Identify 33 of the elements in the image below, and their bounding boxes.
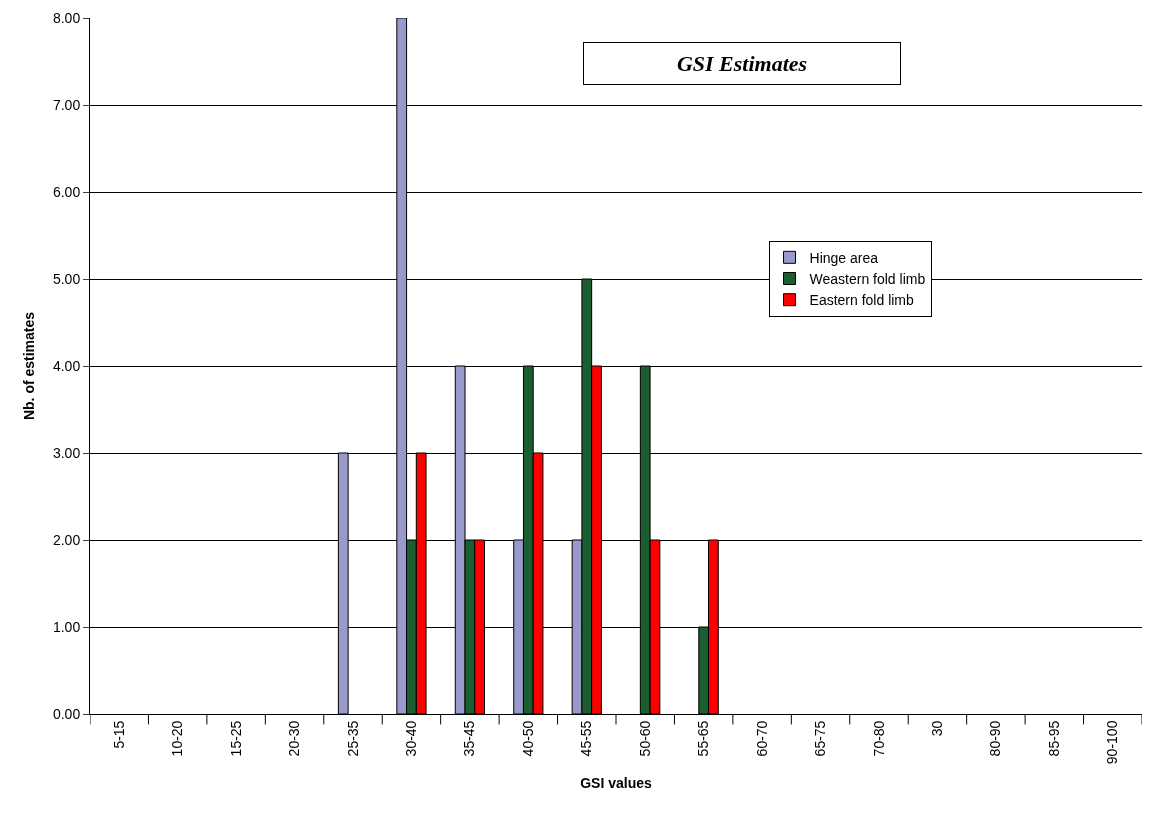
x-tick-label: 60-70 xyxy=(753,720,770,757)
y-tick-label: 4.00 xyxy=(52,357,81,374)
x-tick-label: 15-25 xyxy=(227,720,244,757)
x-tick-label: 70-80 xyxy=(870,720,887,757)
x-tick-label: 85-95 xyxy=(1045,720,1062,757)
x-tick-label: 35-45 xyxy=(461,720,478,757)
x-tick-label: 10-20 xyxy=(169,720,186,757)
x-tick-label: 90-100 xyxy=(1104,720,1121,765)
y-tick-label: 2.00 xyxy=(52,531,81,548)
x-axis-title: GSI values xyxy=(580,775,653,792)
y-tick-label: 7.00 xyxy=(52,96,81,113)
y-tick-label: 8.00 xyxy=(52,9,81,26)
x-tick-label: 45-55 xyxy=(578,720,595,757)
x-tick-label: 30-40 xyxy=(402,720,419,757)
legend-label: Eastern fold limb xyxy=(809,292,915,309)
text: GSI Estimates xyxy=(676,51,808,76)
legend-label: Hinge area xyxy=(809,249,879,266)
y-tick-label: 5.00 xyxy=(52,270,81,287)
x-tick-label: 80-90 xyxy=(987,720,1004,757)
y-tick-label: 1.00 xyxy=(52,618,81,635)
y-tick-label: 0.00 xyxy=(52,705,81,722)
x-tick-label: 40-50 xyxy=(519,720,536,757)
y-axis-title: Nb. of estimates xyxy=(20,311,37,421)
x-tick-label: 50-60 xyxy=(636,720,653,757)
x-tick-label: 30 xyxy=(928,720,945,737)
y-tick-label: 3.00 xyxy=(52,444,81,461)
x-tick-label: 25-35 xyxy=(344,720,361,757)
legend-label: Weastern fold limb xyxy=(809,270,926,287)
y-tick-label: 6.00 xyxy=(52,183,81,200)
x-tick-label: 5-15 xyxy=(110,720,127,749)
x-tick-label: 20-30 xyxy=(286,720,303,757)
x-tick-label: 55-65 xyxy=(695,720,712,757)
x-tick-label: 65-75 xyxy=(812,720,829,757)
